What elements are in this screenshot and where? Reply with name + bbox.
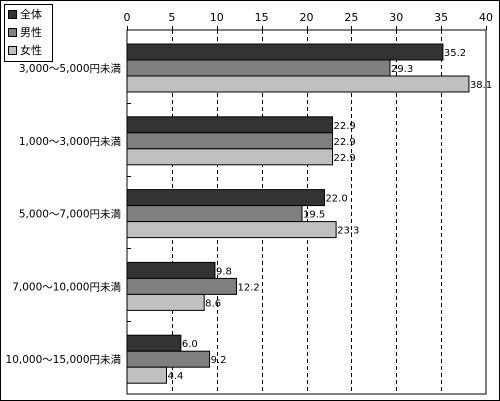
bar-male (126, 277, 237, 295)
value-label: 4.4 (167, 371, 183, 382)
bar-all (126, 334, 182, 352)
value-label: 35.2 (444, 48, 466, 59)
legend-swatch-female (8, 45, 17, 55)
category-label: 3,000～5,000円未満 (19, 63, 122, 75)
bar-female (126, 293, 205, 311)
value-label: 38.1 (470, 80, 492, 91)
bar-female (126, 148, 334, 166)
value-label: 22.9 (334, 121, 356, 132)
tick-label: 10 (210, 11, 224, 24)
value-label: 23.3 (337, 226, 359, 237)
legend-swatch-all (8, 9, 17, 19)
value-label: 6.0 (182, 339, 198, 350)
legend-label-male: 男性 (20, 26, 42, 39)
bar-all (126, 261, 216, 279)
value-label: 9.2 (211, 355, 227, 366)
value-label: 8.6 (205, 298, 221, 309)
value-label: 29.3 (391, 64, 413, 75)
bar-male (126, 59, 391, 77)
tick-label: 20 (300, 11, 314, 24)
value-label: 22.9 (334, 137, 356, 148)
legend-label-all: 全体 (20, 8, 42, 21)
legend-label-female: 女性 (20, 44, 42, 57)
category-label: 10,000～15,000円未満 (6, 354, 122, 366)
value-label: 9.8 (216, 266, 232, 277)
bar-all (126, 116, 334, 134)
category-label: 1,000～3,000円未満 (19, 136, 122, 148)
legend: 全体 男性 女性 (4, 4, 53, 62)
tick-label: 0 (124, 11, 131, 24)
value-label: 19.5 (303, 210, 325, 221)
category-label: 7,000～10,000円未満 (12, 281, 121, 293)
tick-label: 40 (479, 11, 493, 24)
bar-all (126, 189, 325, 207)
legend-item-all: 全体 (8, 7, 42, 23)
tick-label: 25 (344, 11, 358, 24)
bar-male (126, 132, 334, 150)
bar-female (126, 75, 470, 93)
bar-male (126, 350, 211, 368)
tick-label: 15 (255, 11, 269, 24)
legend-item-female: 女性 (8, 43, 42, 59)
value-label: 12.2 (237, 282, 259, 293)
tick-label: 5 (168, 11, 175, 24)
value-label: 22.9 (334, 153, 356, 164)
legend-item-male: 男性 (8, 25, 42, 41)
bar-male (126, 205, 303, 223)
bar-female (126, 366, 167, 384)
value-label: 22.0 (325, 194, 347, 205)
legend-swatch-male (8, 27, 17, 37)
tick-label: 30 (389, 11, 403, 24)
bar-female (126, 221, 337, 239)
category-label: 5,000～7,000円未満 (19, 209, 122, 221)
tick-label: 35 (434, 11, 448, 24)
bar-all (126, 43, 444, 61)
